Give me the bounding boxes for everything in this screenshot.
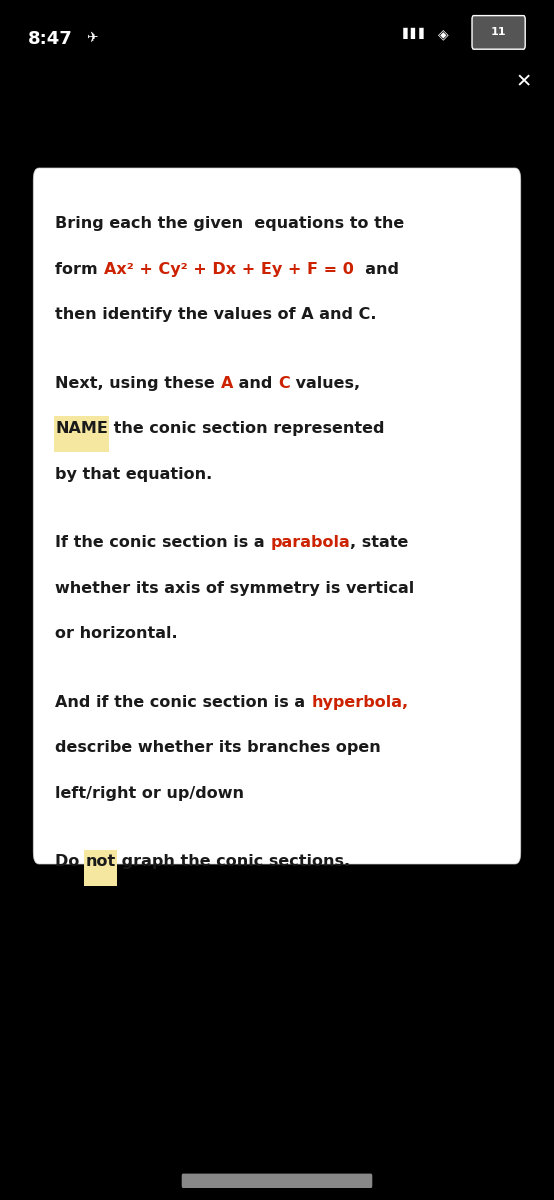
Text: describe whether its branches open: describe whether its branches open [55,740,381,756]
Text: Ax² + Cy² + Dx + Ey + F = 0: Ax² + Cy² + Dx + Ey + F = 0 [104,262,353,276]
Text: ✕: ✕ [515,72,532,91]
Text: then identify the values of A and C.: then identify the values of A and C. [55,307,377,322]
Text: A: A [221,376,233,390]
Text: and: and [233,376,278,390]
Text: whether its axis of symmetry is vertical: whether its axis of symmetry is vertical [55,581,414,595]
Text: Next, using these: Next, using these [55,376,221,390]
Text: Do: Do [55,854,85,869]
Text: ✈: ✈ [86,30,98,44]
Text: , state: , state [350,535,409,550]
FancyBboxPatch shape [182,1174,372,1188]
Text: or horizontal.: or horizontal. [55,626,178,641]
Text: graph the conic sections.: graph the conic sections. [116,854,350,869]
Text: hyperbola,: hyperbola, [311,695,408,709]
Text: parabola: parabola [271,535,350,550]
Text: ▐▐▐: ▐▐▐ [399,28,424,38]
Text: and: and [353,262,398,276]
Text: values,: values, [290,376,360,390]
Text: 8:47: 8:47 [28,30,73,48]
Text: the conic section represented: the conic section represented [108,421,385,436]
FancyBboxPatch shape [54,416,109,452]
Text: If the conic section is a: If the conic section is a [55,535,271,550]
Text: Bring each the given  equations to the: Bring each the given equations to the [55,216,404,230]
Text: And if the conic section is a: And if the conic section is a [55,695,311,709]
FancyBboxPatch shape [472,16,525,49]
Text: NAME: NAME [55,421,108,436]
Text: not: not [85,854,116,869]
Text: by that equation.: by that equation. [55,467,213,481]
Text: form: form [55,262,104,276]
FancyBboxPatch shape [84,850,117,886]
FancyBboxPatch shape [33,168,521,864]
Text: ◈: ◈ [438,28,448,42]
Text: left/right or up/down: left/right or up/down [55,786,244,800]
Text: C: C [278,376,290,390]
Text: 11: 11 [491,28,506,37]
